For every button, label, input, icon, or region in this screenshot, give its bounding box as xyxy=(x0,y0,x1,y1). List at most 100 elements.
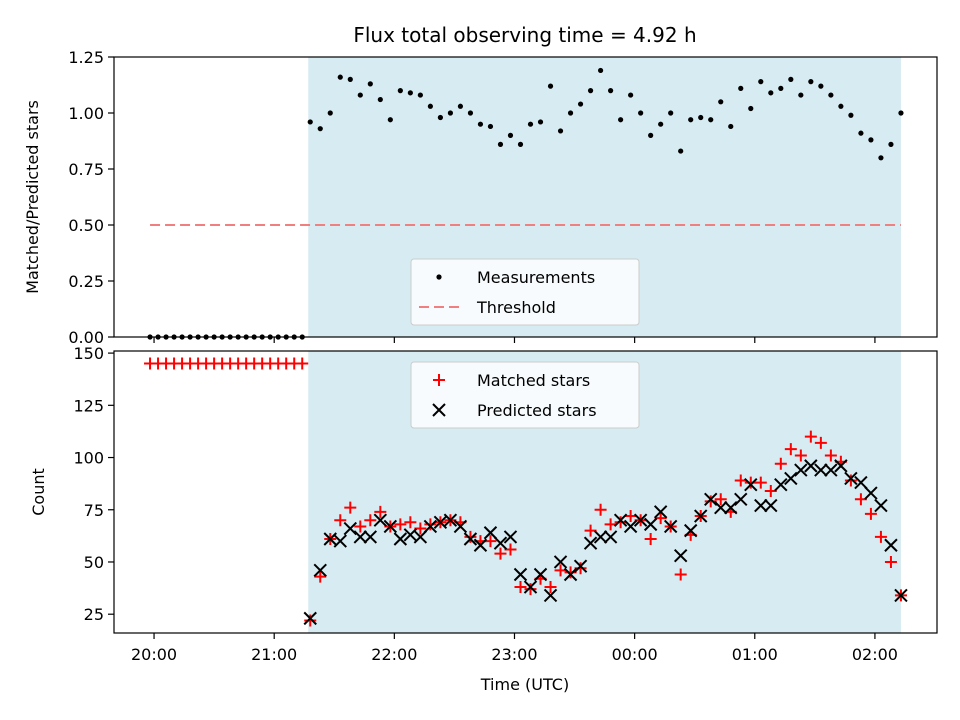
measurement-point xyxy=(658,121,664,127)
measurement-point xyxy=(367,81,373,87)
predicted-star-point xyxy=(694,509,708,523)
y-tick-label: 0.50 xyxy=(68,216,104,235)
measurement-point xyxy=(587,88,594,94)
predicted-star-point xyxy=(874,498,888,513)
measurement-point xyxy=(347,76,353,82)
predicted-star-point xyxy=(724,500,738,515)
matched-star-point xyxy=(564,566,577,579)
matched-star-point xyxy=(314,570,327,583)
x-tick-label: 01:00 xyxy=(732,645,778,664)
x-axis-label: Time (UTC) xyxy=(480,675,569,694)
predicted-star-point xyxy=(503,530,518,544)
matched-star-point xyxy=(674,568,687,581)
measurement-point xyxy=(307,119,313,125)
predicted-star-point xyxy=(854,475,868,490)
series-matched-stars xyxy=(144,357,907,627)
matched-star-point xyxy=(874,530,887,543)
predicted-star-point xyxy=(353,530,368,544)
measurement-point xyxy=(898,110,904,116)
matched-star-point xyxy=(404,516,417,529)
predicted-star-point xyxy=(493,536,508,550)
x-tick-label: 02:00 xyxy=(852,645,898,664)
matched-star-point xyxy=(394,518,407,531)
measurement-point xyxy=(828,92,834,98)
predicted-star-point xyxy=(734,492,748,507)
predicted-star-point xyxy=(593,530,608,544)
predicted-star-point xyxy=(473,538,488,552)
predicted-star-point xyxy=(393,532,408,546)
measurement-point xyxy=(808,79,814,85)
measurement-point xyxy=(628,92,634,98)
predicted-star-point xyxy=(754,498,768,513)
predicted-star-point xyxy=(663,519,678,534)
measurement-point xyxy=(327,110,333,116)
matched-star-point xyxy=(734,474,747,487)
measurement-point xyxy=(688,117,694,123)
predicted-star-point xyxy=(744,477,758,492)
matched-star-point xyxy=(554,564,567,577)
measurement-point xyxy=(858,130,864,136)
measurement-point xyxy=(577,101,584,107)
predicted-star-point xyxy=(343,521,357,536)
measurement-point xyxy=(678,148,684,154)
measurement-point xyxy=(377,96,383,103)
y-tick-label: 100 xyxy=(73,449,104,468)
legend-box xyxy=(410,361,640,429)
series-measurements xyxy=(147,67,904,340)
predicted-star-point xyxy=(804,459,818,473)
measurement-point xyxy=(407,90,413,96)
measurement-point xyxy=(708,117,714,123)
y-tick-label: 50 xyxy=(84,553,104,572)
legend-box xyxy=(410,258,640,326)
measurement-point xyxy=(357,92,363,98)
predicted-star-point xyxy=(453,519,468,534)
measurement-point xyxy=(798,92,804,98)
measurement-point xyxy=(547,83,554,89)
predicted-star-point xyxy=(794,463,808,477)
legend: Matched stars Predicted stars xyxy=(410,361,640,429)
legend-label: Threshold xyxy=(476,298,556,317)
measurement-point xyxy=(758,79,764,85)
matched-star-point xyxy=(344,501,357,514)
legend-label: Predicted stars xyxy=(477,401,597,420)
predicted-star-point xyxy=(423,519,438,534)
predicted-star-point xyxy=(864,486,878,500)
predicted-star-point xyxy=(764,498,778,513)
y-tick-label: 1.25 xyxy=(68,48,104,67)
matched-star-point xyxy=(304,614,317,627)
predicted-star-point xyxy=(553,555,568,569)
matched-star-point xyxy=(774,457,787,470)
measurement-point xyxy=(527,121,534,127)
measurement-point xyxy=(387,117,393,123)
x-tick-label: 21:00 xyxy=(251,645,297,664)
predicted-star-point xyxy=(583,536,598,550)
series-predicted-stars xyxy=(303,459,908,626)
measurement-point xyxy=(427,103,433,109)
matched-star-point xyxy=(754,476,767,489)
y-tick-label: 125 xyxy=(73,396,104,415)
measurement-point xyxy=(457,103,464,109)
matched-star-point xyxy=(484,535,497,548)
predicted-star-point xyxy=(563,567,578,582)
predicted-star-point xyxy=(383,519,398,534)
predicted-star-point xyxy=(543,588,558,603)
predicted-star-point xyxy=(844,471,858,486)
predicted-star-point xyxy=(413,530,428,544)
measurement-point xyxy=(878,155,884,161)
predicted-star-point xyxy=(784,471,798,486)
matched-star-point xyxy=(764,484,777,497)
measurement-point xyxy=(557,128,564,134)
matched-star-point xyxy=(604,518,617,531)
legend: Measurements Threshold xyxy=(410,258,640,326)
matched-star-point xyxy=(504,543,517,556)
matched-star-point xyxy=(494,547,507,560)
x-tick-label: 20:00 xyxy=(131,645,177,664)
axes-frame xyxy=(113,56,938,338)
predicted-star-point xyxy=(313,563,327,578)
matched-star-point xyxy=(544,581,557,594)
measurement-point xyxy=(567,110,574,116)
measurement-point xyxy=(648,132,654,138)
measurement-point xyxy=(477,121,484,127)
predicted-star-point xyxy=(643,517,658,532)
